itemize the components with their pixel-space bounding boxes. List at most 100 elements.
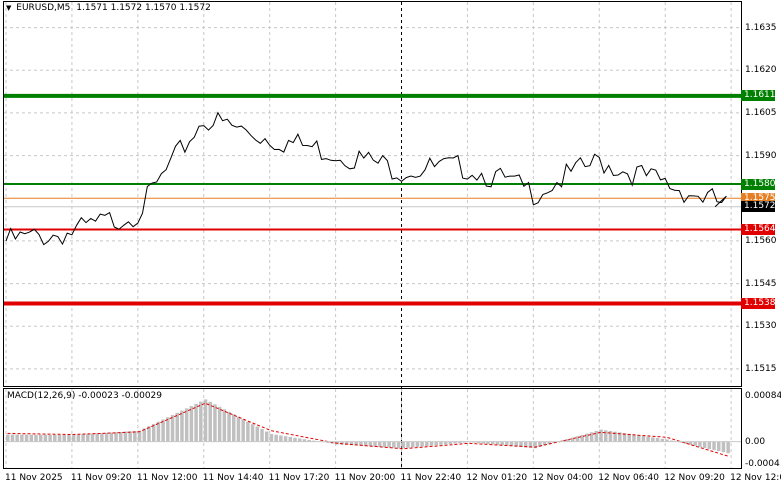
macd-bar <box>283 436 288 442</box>
macd-bar <box>349 441 354 446</box>
macd-bar <box>368 441 373 447</box>
macd-bar <box>203 399 208 442</box>
macd-bar <box>533 441 537 449</box>
macd-bar <box>509 441 514 447</box>
level-tag-1-1580: 1.1580 <box>741 178 776 190</box>
macd-bar <box>646 436 650 442</box>
macd-bar <box>260 429 264 442</box>
macd-bar <box>434 441 438 446</box>
macd-bar <box>716 441 721 452</box>
macd-bar <box>6 434 10 442</box>
macd-tick-label: 0.00084 <box>745 390 781 401</box>
time-tick-label: 11 Nov 2025 <box>5 473 63 483</box>
macd-bar <box>29 434 34 442</box>
macd-bar <box>128 431 132 442</box>
macd-bar <box>514 441 519 447</box>
macd-bar <box>702 441 707 448</box>
macd-bar <box>43 434 48 442</box>
macd-bar <box>175 412 180 442</box>
level-lines <box>4 93 741 306</box>
macd-bar <box>38 434 43 442</box>
macd-bar <box>151 423 156 442</box>
macd-bar <box>48 434 52 442</box>
macd-bar <box>363 441 368 447</box>
macd-bar <box>255 426 260 442</box>
symbol-header: ▼ EURUSD,M5 1.1571 1.1572 1.1570 1.1572 <box>6 3 211 13</box>
macd-bar <box>213 404 217 442</box>
macd-bar <box>133 431 137 442</box>
macd-bar <box>345 441 349 445</box>
price-series <box>5 111 732 246</box>
macd-bar <box>622 433 627 442</box>
time-tick-label: 11 Nov 12:00 <box>136 473 198 483</box>
macd-bar <box>95 433 99 442</box>
macd-bar <box>669 440 674 442</box>
macd-bar <box>199 401 203 442</box>
macd-bar <box>523 441 528 448</box>
macd-bar <box>208 401 212 442</box>
ohlc-values: 1.1571 1.1572 1.1570 1.1572 <box>76 3 211 13</box>
macd-bar <box>603 430 608 442</box>
macd-bar <box>528 441 533 448</box>
macd-bar <box>698 441 702 447</box>
macd-bar <box>688 441 693 445</box>
macd-bar <box>236 416 241 442</box>
macd-bar <box>552 441 556 443</box>
price-tick-label: 1.1635 <box>745 22 777 33</box>
macd-bar <box>693 441 697 446</box>
macd-bar <box>232 414 236 442</box>
macd-bar <box>632 434 636 442</box>
macd-bar <box>123 431 128 442</box>
macd-bar <box>67 435 71 442</box>
macd-bar <box>575 436 580 442</box>
macd-bar <box>307 439 311 442</box>
dropdown-triangle-icon[interactable]: ▼ <box>6 4 12 12</box>
macd-panel <box>6 399 730 457</box>
macd-bar <box>114 432 118 442</box>
macd-bar <box>269 433 274 442</box>
macd-bar <box>415 441 420 447</box>
macd-bar <box>359 441 363 446</box>
macd-bar <box>453 441 457 444</box>
macd-bar <box>542 441 547 446</box>
time-tick-label: 12 Nov 04:00 <box>532 473 594 483</box>
price-tick-label: 1.1620 <box>745 65 777 76</box>
macd-bar <box>519 441 523 447</box>
time-tick-label: 12 Nov 01:20 <box>466 473 528 483</box>
time-tick-label: 11 Nov 17:20 <box>268 473 330 483</box>
macd-bar <box>448 441 453 444</box>
macd-bar <box>340 441 344 445</box>
macd-bar <box>651 437 655 442</box>
macd-label: MACD(12,26,9) -0.00023 -0.00029 <box>7 391 163 401</box>
macd-bar <box>561 440 566 442</box>
macd-bar <box>490 441 495 445</box>
macd-bar <box>142 428 147 442</box>
macd-bar <box>297 438 302 442</box>
macd-bar <box>279 435 283 442</box>
macd-bar <box>627 433 632 442</box>
macd-bar <box>53 434 57 442</box>
macd-bar <box>505 441 509 446</box>
macd-bar <box>354 441 358 446</box>
macd-bar <box>100 433 104 442</box>
macd-tick-label: -0.0004 <box>745 458 780 469</box>
macd-bar <box>429 441 434 446</box>
macd-bar <box>10 434 15 442</box>
macd-bar <box>288 436 293 442</box>
macd-bar <box>406 441 410 448</box>
level-tag-1-1564: 1.1564 <box>741 224 776 236</box>
macd-bar <box>274 434 278 442</box>
macd-bar <box>293 437 297 442</box>
macd-bar <box>608 431 613 442</box>
macd-bar <box>217 406 222 442</box>
level-tag-1-1575: 1.1575 <box>741 192 776 204</box>
price-line <box>5 111 727 246</box>
macd-bar <box>57 434 62 442</box>
macd-bar <box>458 441 462 444</box>
macd-bar <box>250 424 255 442</box>
macd-bar <box>137 430 142 442</box>
macd-bar <box>189 406 194 442</box>
price-tick-label: 1.1545 <box>745 278 777 289</box>
macd-bar <box>476 441 481 444</box>
